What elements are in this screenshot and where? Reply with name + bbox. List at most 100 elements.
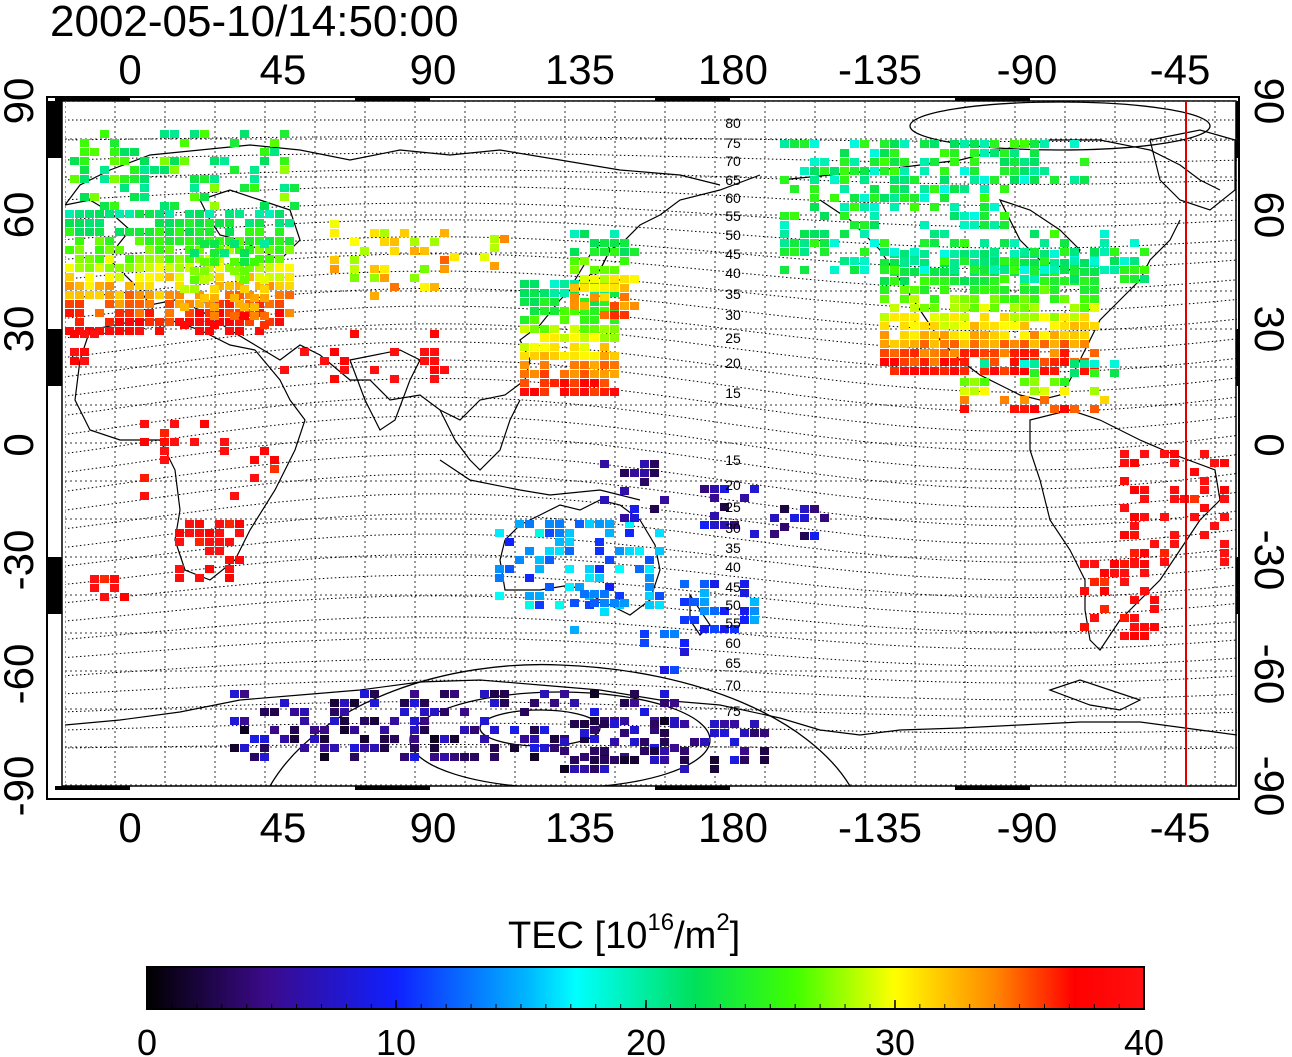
tec-cell-canada — [880, 239, 889, 247]
tec-cell-africa-south — [110, 584, 119, 592]
tec-cell-north-america — [1020, 349, 1029, 357]
tec-cell-canada — [1120, 275, 1129, 283]
tec-cell-antarctica — [660, 690, 669, 698]
tec-cell-japan — [630, 302, 639, 310]
tec-cell-north-america — [1000, 367, 1009, 375]
tec-cell-north-america — [990, 322, 999, 330]
tec-cell-canada — [900, 140, 909, 148]
tec-cell-antarctica — [730, 756, 739, 764]
contour-label: 45 — [725, 246, 741, 262]
tec-cell-antarctica — [510, 744, 519, 752]
tec-cell-south-america — [1130, 486, 1139, 494]
tec-cell-north-europe — [80, 139, 89, 147]
tec-cell-japan — [570, 266, 579, 274]
tec-cell-north-america — [1020, 259, 1029, 267]
tec-cell-europe — [145, 264, 154, 272]
tec-cell-europe — [275, 291, 284, 299]
tec-cell-europe — [125, 264, 134, 272]
tec-cell-europe — [175, 300, 184, 308]
tec-cell-north-america — [1040, 286, 1049, 294]
tec-cell-europe — [165, 237, 174, 245]
tec-cell-japan — [600, 284, 609, 292]
tec-cell-antarctica — [240, 690, 249, 698]
tec-cell-europe — [175, 282, 184, 290]
tec-cell-south-america — [1100, 569, 1109, 577]
tec-cell-north-america — [970, 304, 979, 312]
tec-cell-north-europe — [80, 175, 89, 183]
tec-cell-canada — [1050, 266, 1059, 274]
tec-cell-europe — [230, 267, 239, 275]
tec-cell-north-america — [1090, 277, 1099, 285]
tec-cell-canada — [970, 221, 979, 229]
tec-cell-japan — [590, 275, 599, 283]
tec-cell-africa-south — [215, 529, 224, 537]
tec-cell-canada — [1040, 266, 1049, 274]
tec-cell-pacific-south — [800, 514, 809, 522]
tec-cell-canada — [830, 239, 839, 247]
tec-cell-new-zealand — [680, 580, 689, 588]
tec-cell-north-america — [1020, 405, 1029, 413]
tec-cell-africa-north — [350, 330, 359, 338]
tec-cell-canada — [800, 167, 809, 175]
tec-cell-canada — [890, 167, 899, 175]
tec-cell-europe — [175, 228, 184, 236]
tec-cell-pacific-south — [600, 496, 609, 504]
tec-cell-north-america — [930, 340, 939, 348]
tec-cell-antarctica — [610, 720, 619, 728]
tec-cell-antarctica — [580, 753, 589, 761]
tec-cell-north-america — [1090, 360, 1099, 368]
tec-cell-north-america — [1030, 340, 1039, 348]
tec-cell-europe — [240, 285, 249, 293]
tec-cell-canada — [950, 149, 959, 157]
tec-cell-canada — [890, 158, 899, 166]
tec-cell-north-america — [980, 250, 989, 258]
tec-cell-europe — [95, 255, 104, 263]
tec-cell-antarctica — [360, 744, 369, 752]
tec-cell-europe — [135, 228, 144, 236]
tec-cell-canada — [1010, 158, 1019, 166]
tec-cell-africa-south — [205, 565, 214, 573]
tec-cell-europe — [275, 318, 284, 326]
tec-cell-north-america — [990, 349, 999, 357]
tec-cell-canada — [1000, 212, 1009, 220]
tec-cell-japan — [520, 280, 529, 288]
tec-cell-europe — [205, 273, 214, 281]
tec-cell-europe — [260, 312, 269, 320]
tec-cell-antarctica — [510, 726, 519, 734]
contour-label: 65 — [725, 655, 741, 671]
tec-cell-russia — [370, 292, 379, 300]
tec-cell-africa-north — [90, 330, 99, 338]
tec-cell-europe — [195, 219, 204, 227]
tec-cell-north-europe — [170, 157, 179, 165]
tec-cell-canada — [1130, 239, 1139, 247]
tec-cell-north-america — [1050, 405, 1059, 413]
tec-cell-europe — [285, 219, 294, 227]
tec-cell-europe — [245, 237, 254, 245]
tec-data-cells — [65, 130, 1229, 773]
tec-cell-north-america — [900, 367, 909, 375]
tec-cell-africa-south — [205, 547, 214, 555]
tec-cell-north-america — [890, 313, 899, 321]
tec-cell-canada — [970, 167, 979, 175]
tec-cell-north-europe — [280, 157, 289, 165]
tec-cell-canada — [1130, 257, 1139, 265]
tec-cell-europe — [285, 237, 294, 245]
tec-cell-europe — [75, 300, 84, 308]
tec-cell-japan — [560, 316, 569, 324]
tec-cell-antarctica — [340, 699, 349, 707]
lat-label-right: 60 — [1246, 192, 1292, 239]
tec-cell-japan — [520, 352, 529, 360]
tec-cell-south-america — [1080, 560, 1089, 568]
tec-cell-canada — [1000, 149, 1009, 157]
tec-cell-canada — [1100, 266, 1109, 274]
tec-cell-europe — [260, 294, 269, 302]
tec-cell-north-europe — [100, 175, 109, 183]
tec-cell-canada — [840, 212, 849, 220]
tec-cell-antarctica — [270, 726, 279, 734]
lon-label-bottom: 90 — [410, 804, 457, 851]
tec-cell-europe — [265, 246, 274, 254]
tec-cell-japan — [590, 352, 599, 360]
tec-cell-antarctica — [410, 699, 419, 707]
tec-cell-japan — [580, 316, 589, 324]
tec-cell-north-europe — [160, 130, 169, 138]
